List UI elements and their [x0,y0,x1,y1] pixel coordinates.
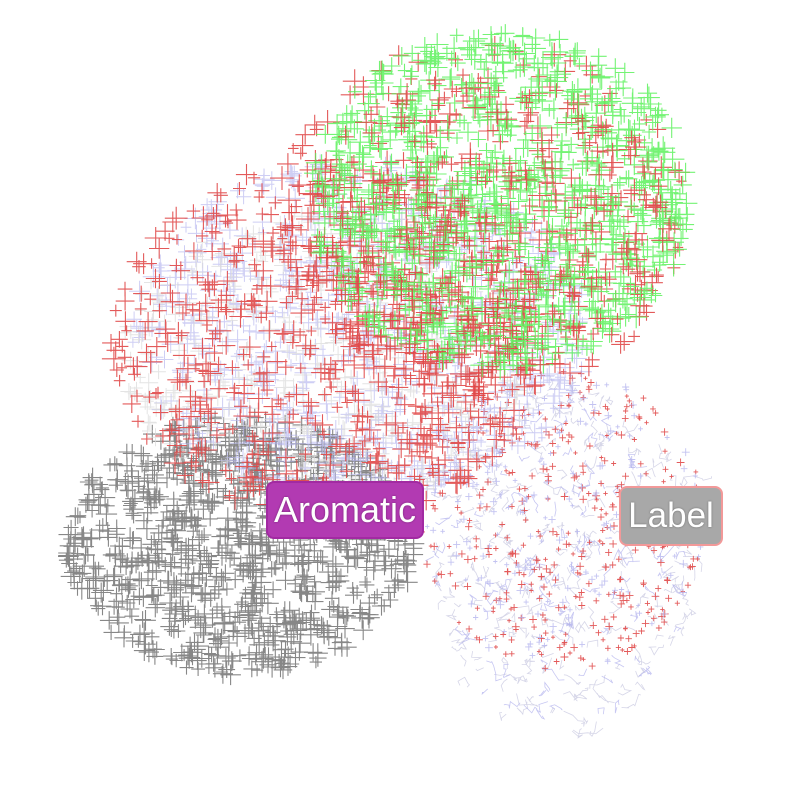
aromatic-label: Aromatic [266,481,424,539]
small-red-atoms [416,368,707,672]
red-on-green-crosses [286,68,680,396]
green-atom-crosses-layer [286,24,698,396]
generic-label: Label [619,486,723,546]
small-atom-crosses-layer [416,368,707,672]
